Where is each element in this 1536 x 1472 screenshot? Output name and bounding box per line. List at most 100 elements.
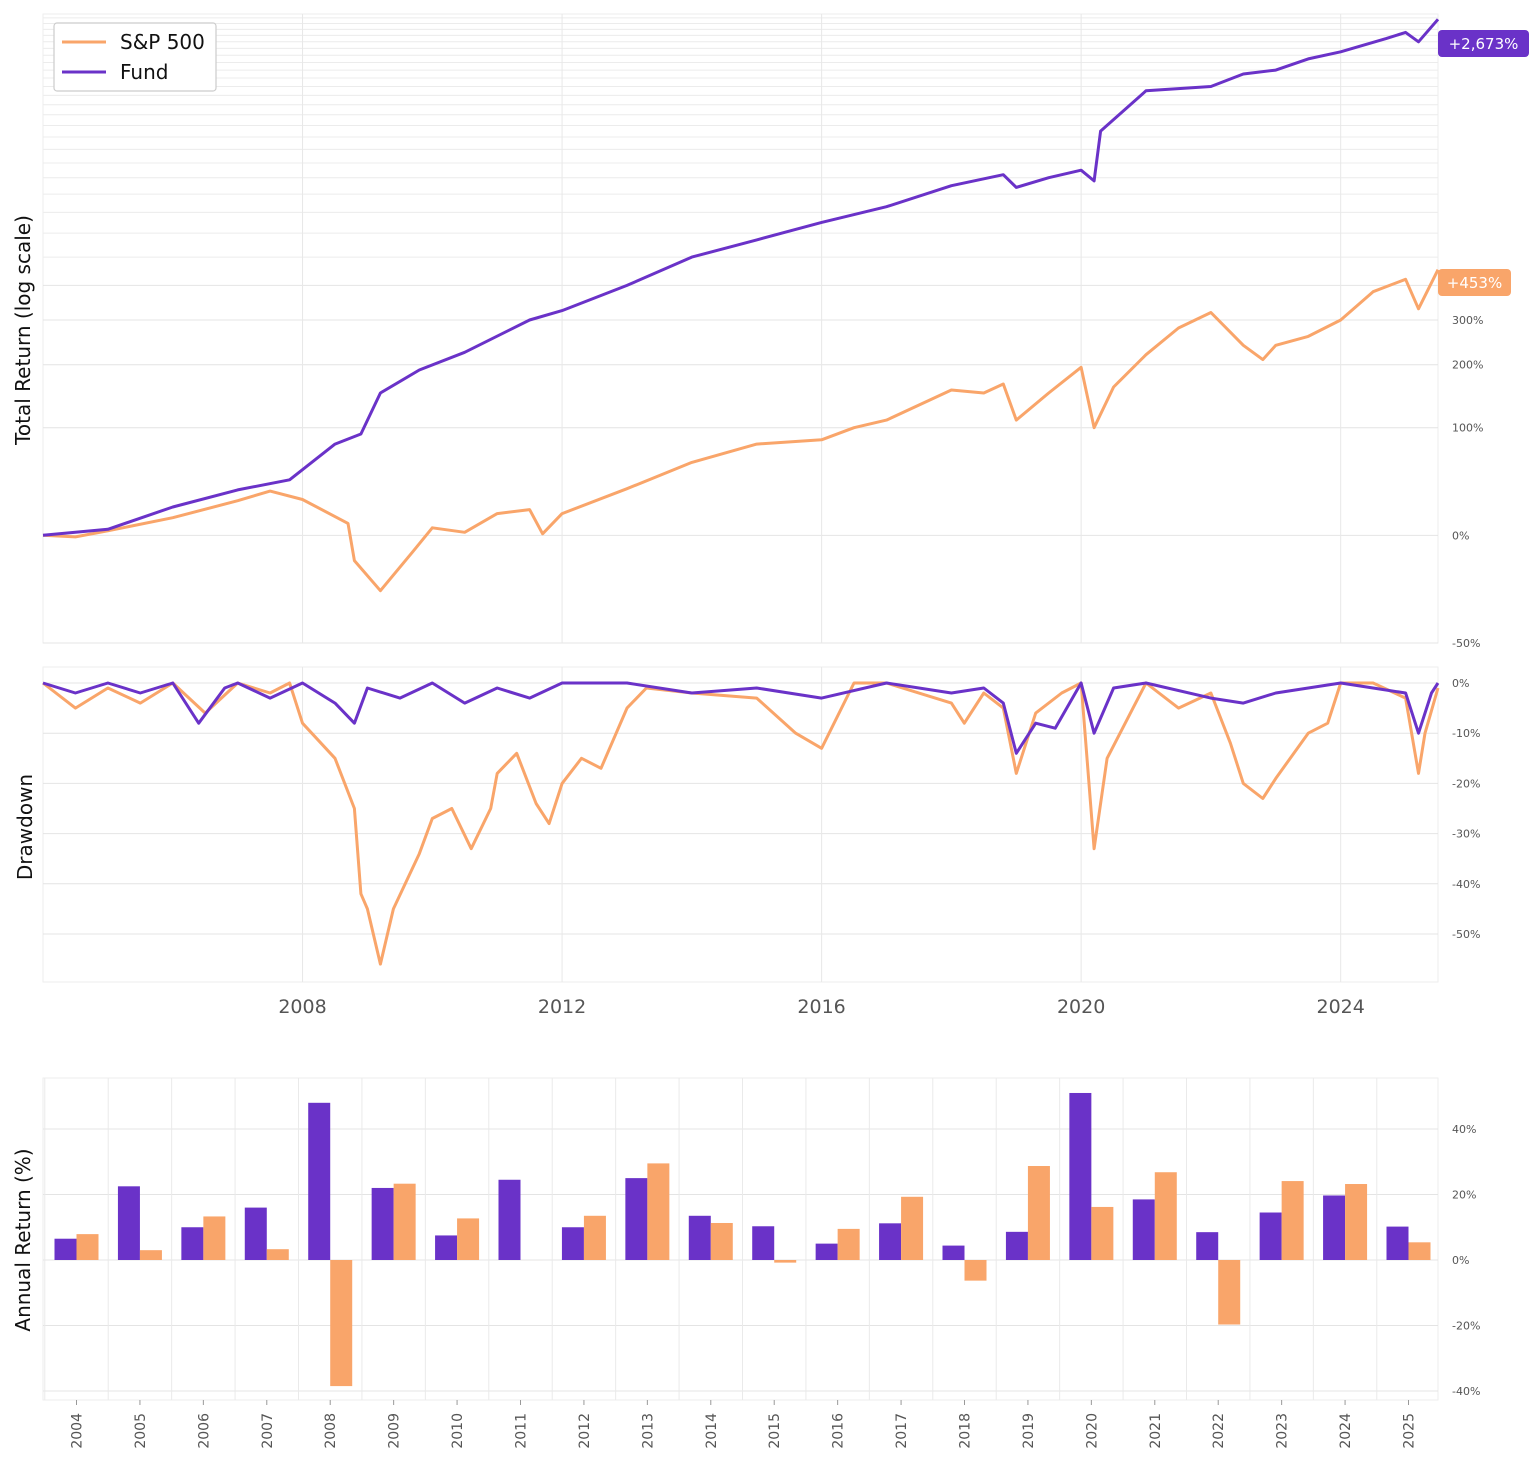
bar-fund-2013	[625, 1178, 648, 1260]
bar-x-tick-2022: 2022	[1211, 1413, 1227, 1449]
bar-fund-2015	[752, 1226, 775, 1260]
bar-fund-2018	[942, 1245, 965, 1260]
total-return-y-tick-300: 300%	[1452, 314, 1483, 327]
drawdown-y-tick-10: -10%	[1452, 727, 1480, 740]
bar-s-p-500-2017	[901, 1196, 924, 1260]
bar-x-tick-2014: 2014	[704, 1413, 720, 1449]
bar-fund-2004	[54, 1238, 77, 1260]
end-label-sp500-text: +453%	[1447, 274, 1502, 292]
bar-s-p-500-2020	[1091, 1206, 1114, 1260]
total-return-line-fund	[42, 18, 1440, 537]
bar-fund-2008	[308, 1102, 331, 1260]
annual-return-y-tick-20: 20%	[1452, 1189, 1476, 1202]
bar-fund-2007	[244, 1207, 267, 1260]
bar-x-tick-2013: 2013	[640, 1413, 656, 1449]
drawdown-y-tick-20: -20%	[1452, 777, 1480, 790]
bar-s-p-500-2019	[1027, 1166, 1050, 1260]
annual-return-y-tick-20: -20%	[1452, 1320, 1480, 1333]
bar-s-p-500-2021	[1154, 1172, 1177, 1260]
bar-s-p-500-2016	[837, 1228, 860, 1260]
total-return-y-tick-100: 100%	[1452, 422, 1483, 435]
legend-label-sp500: S&P 500	[120, 30, 205, 54]
annual-return-panel: 40% 20% 0% -20% -40% 2004 2005 2006 2007 2008 200…	[11, 1077, 1480, 1449]
bar-x-tick-2010: 2010	[450, 1413, 466, 1449]
bar-s-p-500-2012	[583, 1215, 606, 1260]
annual-return-y-tick-40: -40%	[1452, 1385, 1480, 1398]
bar-x-tick-2017: 2017	[894, 1413, 910, 1449]
bar-fund-2010	[435, 1235, 458, 1260]
drawdown-plot-frame	[42, 666, 1439, 983]
total-return-panel: 400%300%200%100%0%-50% Total Return (log…	[11, 13, 1529, 650]
bar-x-tick-2007: 2007	[260, 1413, 276, 1449]
bar-s-p-500-2010	[457, 1218, 480, 1260]
drawdown-y-tick-0: 0%	[1452, 677, 1469, 690]
bar-x-tick-2021: 2021	[1148, 1413, 1164, 1449]
bar-s-p-500-2013	[647, 1163, 670, 1260]
x-tick-2020: 2020	[1057, 996, 1105, 1018]
bar-fund-2019	[1005, 1231, 1028, 1260]
bar-fund-2014	[688, 1215, 711, 1260]
bar-s-p-500-2005	[139, 1250, 162, 1260]
bar-s-p-500-2015	[774, 1260, 797, 1263]
bar-fund-2020	[1069, 1092, 1092, 1260]
bar-s-p-500-2008	[330, 1260, 353, 1387]
drawdown-line-s-p-500	[42, 681, 1440, 966]
bar-fund-2023	[1259, 1212, 1282, 1260]
bar-s-p-500-2022	[1218, 1260, 1241, 1325]
legend-box	[53, 22, 217, 92]
bar-fund-2006	[181, 1227, 204, 1260]
bar-fund-2025	[1386, 1226, 1409, 1260]
total-return-ylabel: Total Return (log scale)	[11, 215, 35, 446]
bar-s-p-500-2006	[203, 1216, 226, 1260]
end-label-sp500-bg	[1438, 269, 1511, 296]
end-label-fund-bg	[1438, 30, 1529, 57]
bar-s-p-500-2004	[76, 1234, 99, 1260]
bar-s-p-500-2007	[266, 1249, 289, 1260]
total-return-y-tick-50: -50%	[1452, 637, 1480, 650]
bar-fund-2016	[815, 1243, 838, 1260]
end-label-sp500: +453%	[1438, 269, 1511, 296]
drawdown-panel: 0% -10% -20% -30% -40% -50% 2008 2012 2016 2020 2…	[13, 666, 1480, 1018]
drawdown-line-fund	[42, 681, 1440, 755]
bar-s-p-500-2014	[710, 1222, 733, 1260]
total-return-line-s-p-500	[42, 269, 1440, 593]
annual-return-ylabel: Annual Return (%)	[11, 1148, 35, 1331]
x-tick-2012: 2012	[538, 996, 586, 1018]
bar-x-tick-2024: 2024	[1338, 1413, 1354, 1449]
bar-x-tick-2012: 2012	[577, 1413, 593, 1449]
bar-fund-2022	[1196, 1232, 1219, 1260]
annual-return-plot-frame	[42, 1077, 1439, 1401]
legend-label-fund: Fund	[120, 60, 168, 84]
drawdown-y-tick-30: -30%	[1452, 828, 1480, 841]
bar-x-tick-2015: 2015	[767, 1413, 783, 1449]
bar-x-tick-2016: 2016	[831, 1413, 847, 1449]
bar-s-p-500-2024	[1345, 1184, 1368, 1260]
bar-x-tick-2006: 2006	[196, 1413, 212, 1449]
bar-x-tick-2025: 2025	[1402, 1413, 1418, 1449]
bar-fund-2009	[371, 1187, 394, 1260]
bar-x-tick-2005: 2005	[133, 1413, 149, 1449]
bar-x-tick-2020: 2020	[1084, 1413, 1100, 1449]
x-tick-2016: 2016	[797, 996, 845, 1018]
bar-x-tick-2009: 2009	[387, 1413, 403, 1449]
bar-x-tick-2011: 2011	[514, 1413, 530, 1449]
legend: S&P 500 Fund	[53, 22, 217, 92]
end-label-fund-text: +2,673%	[1449, 35, 1519, 53]
bar-s-p-500-2018	[964, 1260, 987, 1281]
bar-fund-2011	[498, 1179, 521, 1260]
bar-fund-2017	[879, 1223, 902, 1260]
x-tick-2008: 2008	[278, 996, 326, 1018]
drawdown-y-tick-40: -40%	[1452, 878, 1480, 891]
x-tick-2024: 2024	[1316, 996, 1364, 1018]
annual-return-y-tick-40: 40%	[1452, 1123, 1476, 1136]
bar-fund-2005	[117, 1186, 140, 1260]
bar-x-tick-2004: 2004	[70, 1413, 86, 1449]
total-return-y-tick-200: 200%	[1452, 359, 1483, 372]
bar-s-p-500-2023	[1281, 1181, 1304, 1260]
drawdown-ylabel: Drawdown	[13, 774, 37, 880]
bar-s-p-500-2025	[1408, 1242, 1431, 1260]
bar-x-tick-2018: 2018	[958, 1413, 974, 1449]
end-label-fund: +2,673%	[1438, 30, 1529, 57]
bar-fund-2024	[1323, 1195, 1346, 1260]
